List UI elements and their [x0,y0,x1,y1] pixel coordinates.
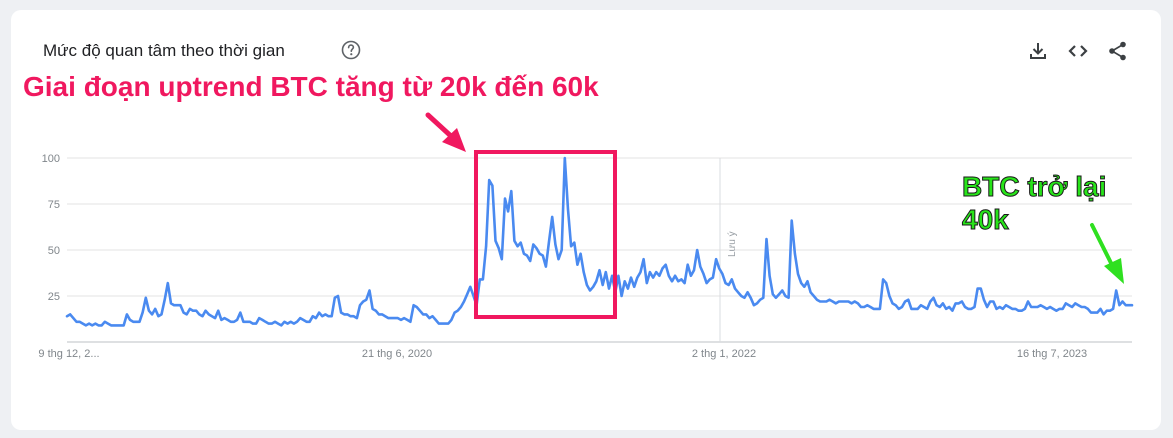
y-tick-label: 25 [48,291,60,303]
annotation-btc-40k: BTC trở lại 40k [961,170,1107,236]
y-tick-label: 75 [48,199,60,211]
x-tick-label: 21 thg 6, 2020 [362,348,432,360]
download-icon[interactable] [1027,40,1049,62]
arrow-shaft [425,112,455,140]
chart-title: Mức độ quan tâm theo thời gian [43,41,285,60]
note-marker-label: Lưu ý [727,231,738,257]
annotation-btc-40k-line1: BTC trở lại [961,171,1107,203]
y-tick-label: 100 [42,153,60,165]
help-circle-icon[interactable] [341,40,361,60]
x-tick-label: 2 thg 1, 2022 [692,348,756,360]
x-tick-label: 16 thg 7, 2023 [1017,348,1087,360]
annotation-uptrend: Giai đoạn uptrend BTC tăng từ 20k đến 60… [23,71,599,102]
y-tick-label: 50 [48,245,60,257]
x-tick-label: 9 thg 12, 2... [38,348,99,360]
highlight-box [474,150,617,319]
share-icon[interactable] [1107,40,1129,62]
chart-card [11,10,1161,430]
annotation-btc-40k-line2: 40k [961,204,1009,236]
arrow-shaft-green [1090,223,1114,267]
series-line [65,156,1134,327]
arrow-head [442,128,466,152]
arrow-head-green [1104,258,1124,284]
embed-code-icon[interactable] [1067,40,1089,62]
